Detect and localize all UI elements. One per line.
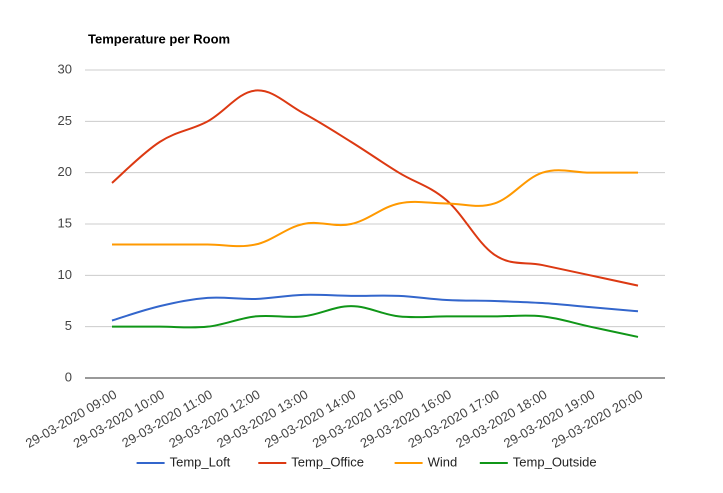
y-tick-label: 20 xyxy=(58,164,72,179)
chart-title: Temperature per Room xyxy=(88,31,230,46)
line xyxy=(112,169,638,248)
y-tick-label: 5 xyxy=(65,318,72,333)
line xyxy=(111,293,639,322)
line xyxy=(112,305,639,338)
legend-label: Temp_Outside xyxy=(513,454,597,469)
y-tick-label: 30 xyxy=(58,61,72,76)
legend-label: Temp_Office xyxy=(291,454,364,469)
y-tick-label: 10 xyxy=(58,267,72,282)
y-tick-label: 15 xyxy=(58,215,72,230)
legend-label: Wind xyxy=(428,454,458,469)
legend-label: Temp_Loft xyxy=(170,454,231,469)
line xyxy=(111,89,639,287)
y-tick-label: 0 xyxy=(65,369,72,384)
y-tick-label: 25 xyxy=(58,113,72,128)
